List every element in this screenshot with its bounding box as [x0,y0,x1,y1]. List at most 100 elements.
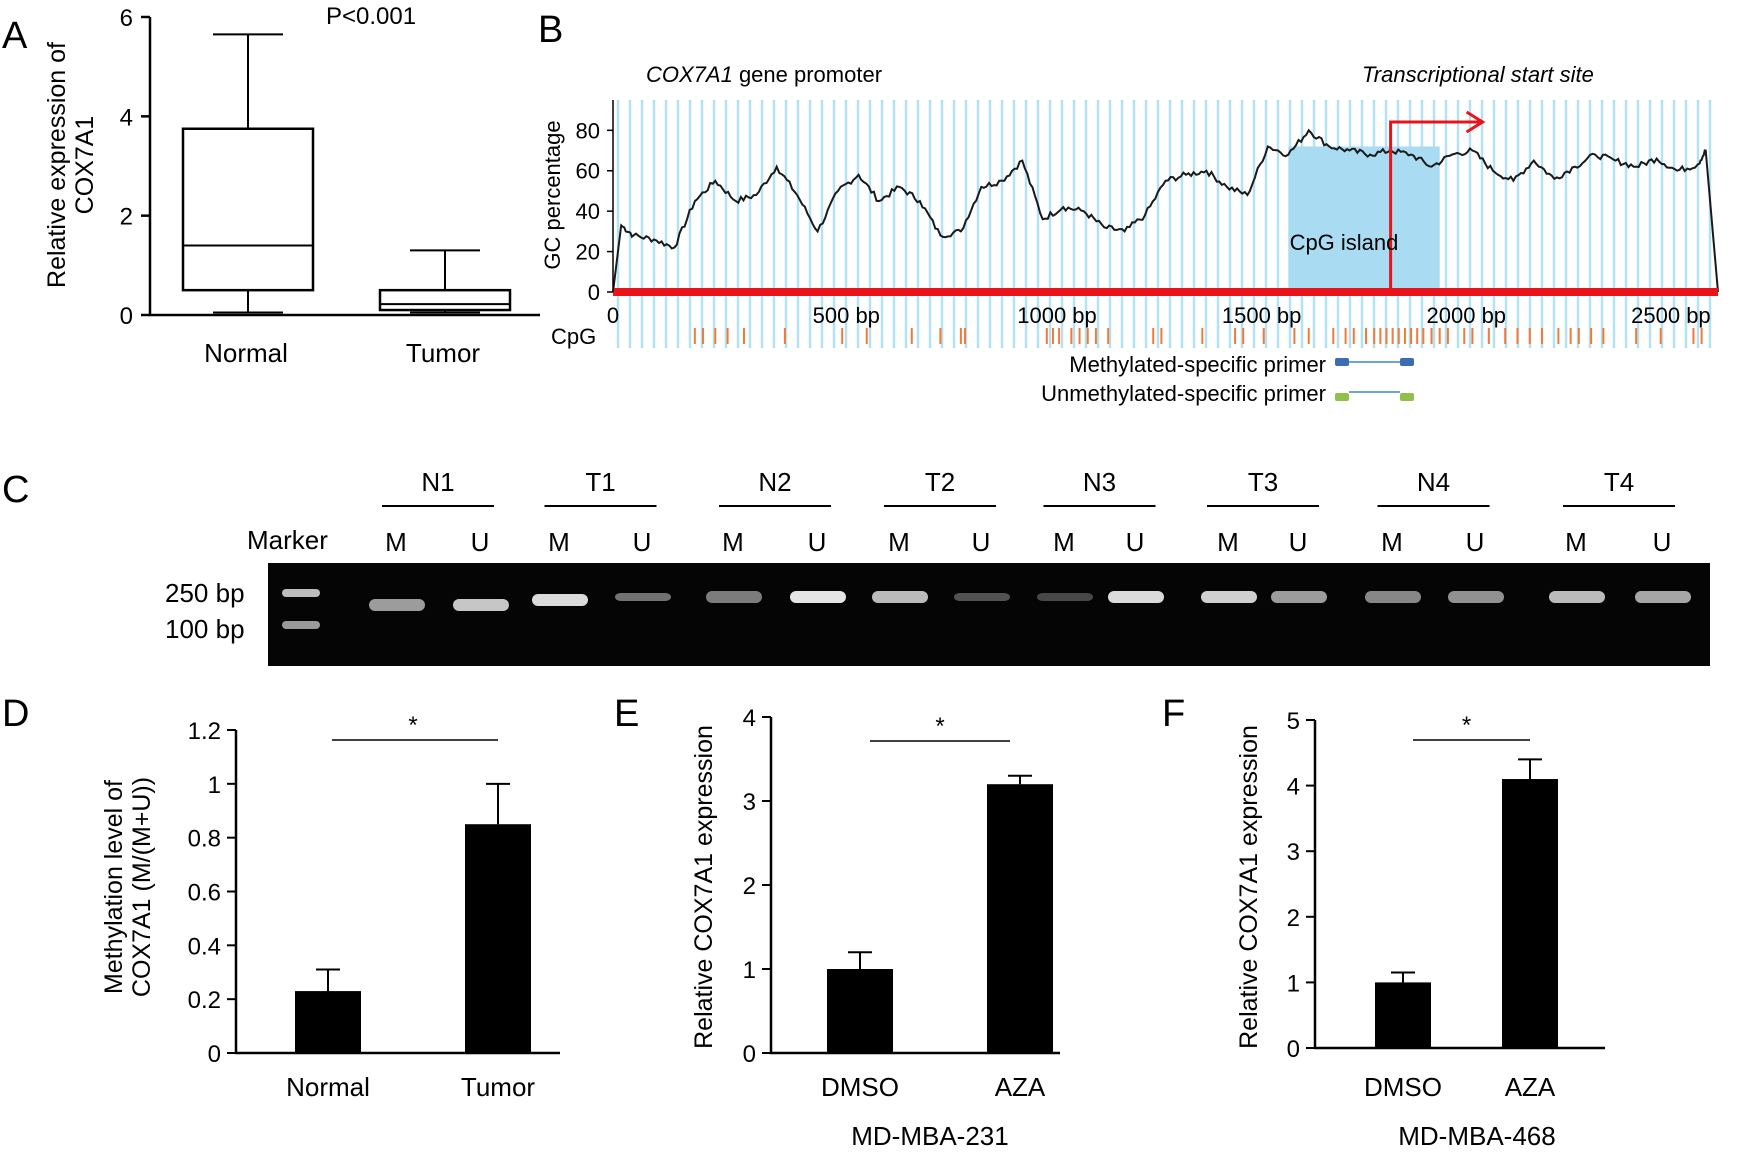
promoter-title: COX7A1 gene promoter [646,62,882,87]
ytick-label: 0 [743,1041,756,1068]
panel-f-xlabel: MD-MBA-468 [1398,1121,1555,1151]
primer-unmethylated-reverse [1400,393,1414,401]
gel-band [1108,591,1164,603]
category-label: Normal [204,338,288,368]
panel-a-categories: Normal Tumor [204,338,480,368]
ytick-label: 0.6 [188,880,221,907]
lane-label: M [888,527,910,557]
xtick-label: 1000 bp [1017,303,1097,328]
ylabel-line-1: Relative expression of [43,42,71,288]
primer-methylated-label: Methylated-specific primer [1069,352,1326,377]
primer-methylated-reverse [1400,358,1414,366]
lane-label: U [1466,527,1485,557]
marker-band-250 [282,589,320,597]
gel-band [1635,591,1691,603]
ytick-label: 6 [120,5,133,32]
xtick-label: 2500 bp [1631,303,1711,328]
gel-band [532,594,588,606]
panel-a: A Relative expression of COX7A1 0 2 4 6 P<0… [2,3,540,368]
ylabel-line-2: COX7A1 [71,116,99,215]
panel-a-axes [148,17,540,317]
sequence-baseline [613,288,1718,296]
ytick-label: 0.8 [188,826,221,853]
category-label: AZA [995,1072,1046,1102]
panel-d-ylabel: Methylation level of COX7A1 (M/(M+U)) [100,777,156,997]
box-iqr [181,127,315,292]
gel-bands [369,591,1691,611]
sample-label: T4 [1604,467,1634,497]
marker-label: Marker [247,525,328,555]
panel-a-yticks: 0 2 4 6 [120,5,150,330]
gel-band [872,591,928,603]
panel-label-f: F [1162,693,1185,735]
ytick-label: 1 [1287,970,1300,997]
panel-f: F Relative COX7A1 expression 0 1 2 3 4 5 DMSO A… [1162,693,1605,1151]
panel-label-c: C [2,469,29,511]
bar [465,824,531,1053]
ytick-label: 4 [1287,774,1300,801]
significance-marker: * [1462,712,1471,739]
panel-label-d: D [2,693,29,735]
primer-unmethylated-label: Unmethylated-specific primer [1041,381,1326,406]
panel-label-b: B [538,9,563,51]
p-value-annotation: P<0.001 [326,3,416,30]
ytick-label: 2 [1287,905,1300,932]
gc-percentage-line [612,128,1719,293]
gel-band [1037,593,1093,601]
ytick-label: 40 [576,199,600,224]
category-label: Tumor [461,1072,535,1102]
category-label: DMSO [1364,1072,1442,1102]
significance-marker: * [935,713,944,740]
ytick-label: 80 [576,118,600,143]
tss-label: Transcriptional start site [1362,62,1594,87]
panel-c: C N1 T1 N2 T2 N3 T3 N4 T4 Marker M U M U M U M U M U M U M U… [2,467,1710,666]
ytick-label: 4 [120,104,133,131]
panel-d: D Methylation level of COX7A1 (M/(M+U)) … [2,693,560,1102]
marker-size-250: 250 bp [165,578,245,608]
panel-a-ylabel: Relative expression of COX7A1 [43,42,99,288]
panel-b-ylabel: GC percentage [540,120,565,269]
panel-e: E Relative COX7A1 expression 0 1 2 3 4 DMSO AZ… [614,693,1060,1151]
ytick-label: 2 [120,204,133,231]
bar [827,969,893,1053]
category-label: Tumor [406,338,480,368]
gene-name: COX7A1 [646,62,733,87]
primer-methylated-forward [1335,358,1349,366]
lane-label: U [471,527,490,557]
panel-e-xlabel: MD-MBA-231 [851,1121,1008,1151]
gel-band [1448,591,1504,603]
gel-band [1549,591,1605,603]
panel-f-ylabel: Relative COX7A1 expression [1235,725,1263,1049]
panel-d-chart: 0 0.2 0.4 0.6 0.8 1 1.2 Normal Tumor * [188,712,560,1102]
category-label: AZA [1505,1072,1556,1102]
ytick-label: 0 [1287,1036,1300,1063]
gel-band [615,593,671,601]
promoter-title-rest: gene promoter [733,62,882,87]
plot-area [613,100,1718,292]
lane-label: U [633,527,652,557]
ytick-label: 0.4 [188,933,221,960]
marker-bands [282,589,320,629]
sample-label: N2 [758,467,791,497]
ytick-label: 0 [208,1041,221,1068]
cpg-row-label: CpG [551,324,596,349]
ytick-label: 0.2 [188,987,221,1014]
cpg-island-label: CpG island [1290,230,1399,255]
panel-e-ylabel: Relative COX7A1 expression [690,725,718,1049]
cpg-island-region [1288,146,1440,292]
marker-band-100 [282,621,320,629]
ytick-label: 5 [1287,708,1300,735]
ytick-label: 3 [1287,839,1300,866]
panel-b: B COX7A1 gene promoter Transcriptional s… [538,9,1719,406]
bar [295,991,361,1053]
ytick-label: 1 [743,957,756,984]
xtick-label: 0 [607,303,619,328]
panel-label-a: A [2,15,28,57]
lane-label: M [1381,527,1403,557]
lane-label: M [1565,527,1587,557]
lane-label: M [1217,527,1239,557]
panel-b-background-stripes [613,100,1718,348]
panel-b-yticks: 0 20 40 60 80 [576,118,613,305]
xtick-label: 500 bp [813,303,880,328]
